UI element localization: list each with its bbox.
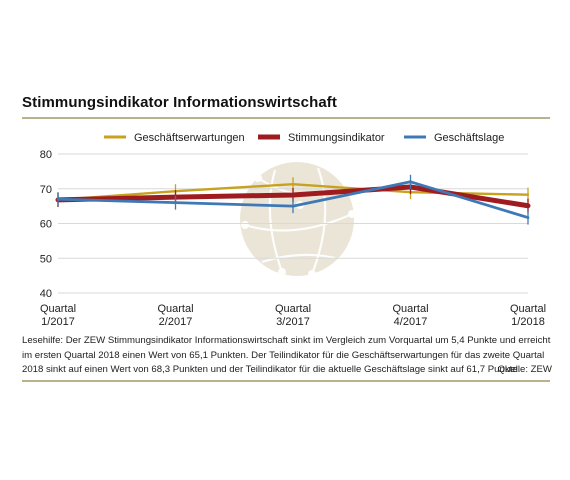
x-tick-label: Quartal xyxy=(392,303,428,315)
legend-label: Stimmungsindikator xyxy=(288,132,385,144)
legend-label: Geschäftserwartungen xyxy=(134,132,245,144)
legend-label: Geschäftslage xyxy=(434,132,504,144)
x-tick-label: Quartal xyxy=(40,303,76,315)
x-tick-label: 4/2017 xyxy=(394,316,428,328)
globe-node xyxy=(348,210,356,218)
chart-title: Stimmungsindikator Informationswirtschaf… xyxy=(22,94,337,111)
x-tick-label: Quartal xyxy=(157,303,193,315)
globe-watermark-icon xyxy=(240,162,356,278)
globe-line xyxy=(244,212,353,232)
bottom-divider xyxy=(22,380,550,382)
globe-line xyxy=(310,167,327,275)
chart-caption: Lesehilfe: Der ZEW Stimmungsindikator In… xyxy=(22,334,552,378)
x-tick-label: Quartal xyxy=(275,303,311,315)
y-tick-label: 60 xyxy=(40,219,52,231)
globe-node xyxy=(308,270,316,278)
globe-line xyxy=(261,253,336,264)
globe-line xyxy=(268,169,284,273)
source-label: Quelle: ZEW xyxy=(497,364,552,375)
x-tick-label: 1/2018 xyxy=(511,316,545,328)
y-tick-label: 70 xyxy=(40,184,52,196)
x-tick-label: 1/2017 xyxy=(41,316,75,328)
x-tick-label: 2/2017 xyxy=(159,316,193,328)
caption-text: Lesehilfe: Der ZEW Stimmungsindikator In… xyxy=(22,335,551,375)
title-divider xyxy=(22,117,550,119)
y-tick-label: 80 xyxy=(40,149,52,161)
globe-node xyxy=(241,221,249,229)
globe-node xyxy=(254,174,262,182)
globe-node xyxy=(278,268,286,276)
y-tick-label: 50 xyxy=(40,253,52,265)
y-tick-label: 40 xyxy=(40,288,52,300)
x-tick-label: Quartal xyxy=(510,303,546,315)
x-tick-label: 3/2017 xyxy=(276,316,310,328)
